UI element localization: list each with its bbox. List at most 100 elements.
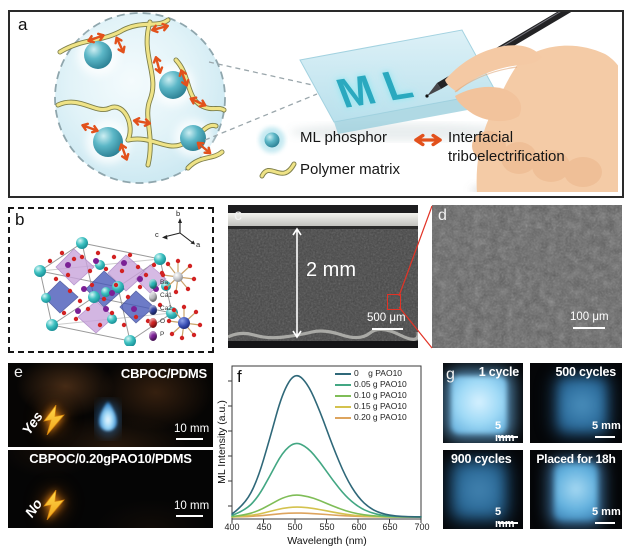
o-label: O (160, 318, 166, 326)
legend-entry-label: 0.05 g PAO10 (354, 379, 407, 390)
panel-e-photo-bottom: CBPOC/0.20gPAO10/PDMS No 10 mm (8, 450, 213, 528)
x-tick-700: 700 (414, 522, 430, 532)
ml-glow-square (451, 376, 507, 434)
legend-entry-label: 0.15 g PAO10 (354, 401, 407, 412)
legend-line-swatch (335, 394, 351, 397)
panel-g-photo-900cycles: 900 cycles 5 mm (443, 450, 523, 529)
hand-curled-fingers (472, 131, 602, 187)
lightning-bolt-icon (43, 490, 65, 520)
ba-atoms (34, 237, 178, 346)
legend-item-ba: Ba (149, 278, 168, 289)
x-tick-650: 650 (382, 522, 398, 532)
legend-line-swatch (335, 416, 351, 419)
scalebar-g3-text: 5 mm (495, 506, 515, 529)
slab-ml-text: M L (330, 61, 418, 117)
ml-glow-square (554, 463, 598, 521)
scalebar-e-top-text: 10 mm (174, 423, 210, 435)
scalebar-g3-line (498, 522, 518, 524)
x-tick-550: 550 (319, 522, 335, 532)
ca2-coordination-cluster (166, 304, 203, 341)
polymer-matrix-icon (259, 161, 297, 179)
panel-a-schematic: M L (8, 10, 624, 198)
index-finger (445, 45, 542, 92)
ml-glow-square (453, 462, 505, 518)
scalebar-g4-line (595, 522, 615, 524)
scalebar-g1-line (498, 436, 518, 438)
ca1-chip (149, 291, 157, 302)
panel-f-spectrum-chart: f 400 450 500 550 600 650 700 Wavelength… (213, 356, 436, 550)
hand-with-pen (425, 12, 618, 192)
legend-item-ca2: Ca2 (149, 304, 172, 315)
axis-c-label: c (155, 230, 159, 239)
sem-texture-d (432, 205, 622, 348)
legend-line-swatch (335, 383, 351, 386)
p-atoms (65, 258, 159, 314)
x-tick-400: 400 (224, 522, 240, 532)
panel-a-label: a (18, 15, 28, 34)
ba-chip (149, 278, 157, 289)
scalebar-g1-text: 5 mm (495, 420, 515, 443)
x-tick-500: 500 (287, 522, 303, 532)
composite-zoom-circle (54, 12, 227, 184)
cycle-photo-title: Placed for 18h (536, 452, 616, 466)
legend-entry-label: 0.10 g PAO10 (354, 390, 407, 401)
zoom-connector-red-lines (398, 205, 433, 349)
panel-e-photo-top: e CBPOC/PDMS Yes 10 mm (8, 363, 213, 447)
legend-entry: 0.20 g PAO10 (335, 412, 407, 423)
legend-item-ca1: Ca1 (149, 291, 172, 302)
interfacial-legend-line2: triboelectrification (448, 148, 565, 165)
polymer-matrix-legend-text: Polymer matrix (300, 161, 401, 178)
cycle-photo-title: 900 cycles (451, 452, 512, 466)
interfacial-legend-line1: Interfacial (448, 129, 514, 146)
legend-entry: 0 g PAO10 (335, 368, 407, 379)
scalebar-c-text: 500 μm (367, 312, 406, 324)
panel-c-sem-cross-section: c 2 mm 500 μm (228, 205, 418, 348)
ml-glow-flame (95, 399, 121, 437)
lightning-bolt-icon (43, 405, 65, 435)
zoom-region-box (387, 294, 401, 310)
legend-entry: 0.10 g PAO10 (335, 390, 407, 401)
x-tick-450: 450 (256, 522, 272, 532)
thickness-label: 2 mm (306, 259, 356, 281)
scalebar-d-line (573, 327, 605, 329)
panel-g-photo-placed-18h: Placed for 18h 5 mm (530, 450, 622, 529)
panel-b-crystal-structure: b b c a Ba Ca1 Ca2 O P (8, 207, 214, 353)
spectrum-plot (228, 365, 422, 523)
scalebar-g2-line (595, 436, 615, 438)
sample-title-top: CBPOC/PDMS (120, 366, 207, 381)
panel-b-label: b (15, 210, 25, 229)
scalebar-c-line (372, 328, 403, 330)
legend-entry: 0.05 g PAO10 (335, 379, 407, 390)
composite-slab: M L (290, 29, 514, 141)
panel-d-label: d (438, 207, 447, 224)
phosphor-spheres (84, 41, 206, 157)
ca2-label: Ca2 (160, 305, 172, 313)
panel-f-label: f (237, 367, 242, 386)
panel-c-label: c (234, 207, 242, 224)
scalebar-e-top-line (176, 438, 203, 440)
ba-label: Ba (160, 279, 168, 287)
o-chip (149, 317, 157, 328)
scalebar-e-bottom-text: 10 mm (174, 500, 210, 512)
ml-glow-square (558, 378, 606, 432)
legend-line-swatch (335, 405, 351, 408)
axis-a-label: a (196, 240, 201, 249)
y-axis-label: ML Intensity (a.u.) (216, 400, 228, 484)
panel-d-sem-magnified: d 100 μm (432, 205, 622, 348)
crystal-axes-icon (162, 218, 195, 245)
panel-a-illustration: M L (54, 12, 618, 192)
scalebar-g4-text: 5 mm (592, 506, 621, 518)
scalebar-g2-text: 5 mm (592, 420, 621, 432)
sem-texture-c (228, 205, 418, 348)
legend-item-p: P (149, 330, 164, 341)
thickness-arrow (292, 227, 302, 339)
panel-g-label: g (446, 366, 455, 383)
scalebar-d-text: 100 μm (570, 311, 609, 323)
legend-line-swatch (335, 372, 351, 375)
ca1-coordination-cluster (160, 258, 197, 295)
ml-phosphor-legend-text: ML phosphor (300, 129, 387, 146)
panel-g-photo-1cycle: g 1 cycle 5 mm (443, 363, 523, 443)
panel-e-label: e (14, 364, 23, 381)
legend-item-o: O (149, 317, 165, 328)
